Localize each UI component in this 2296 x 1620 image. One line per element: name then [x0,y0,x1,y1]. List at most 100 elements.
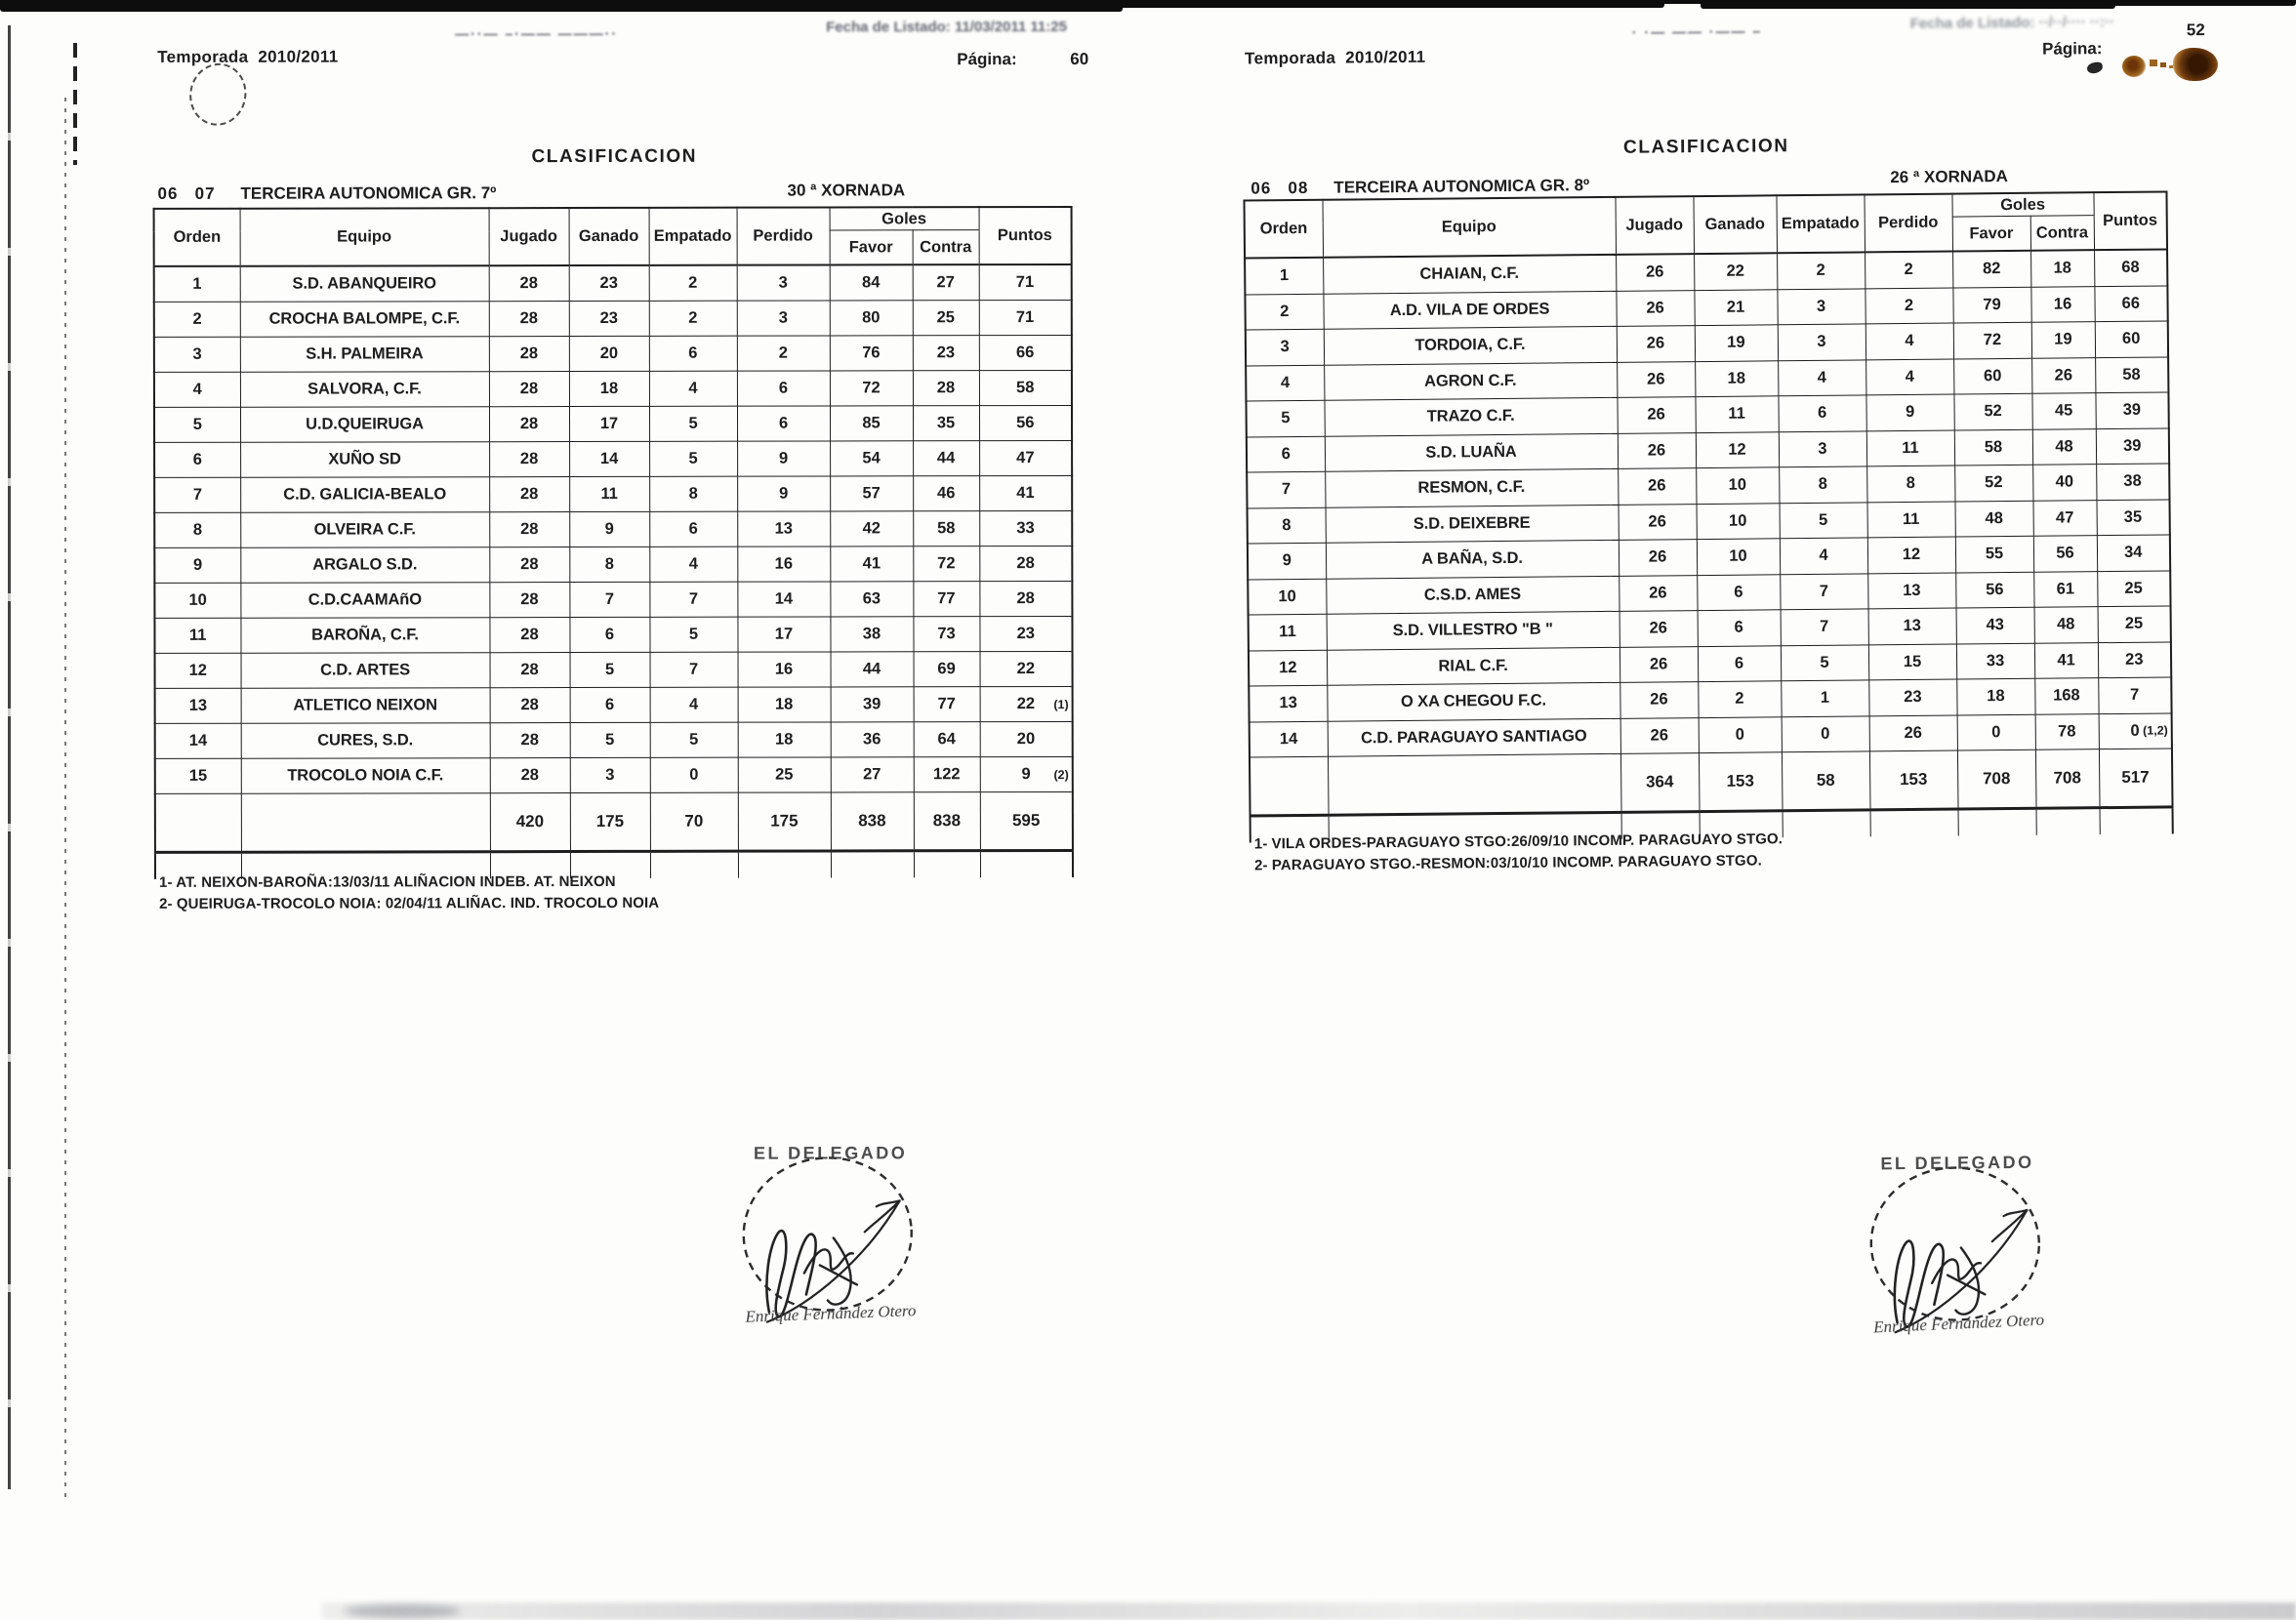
fecha-listado-smudge: Fecha de Listado: ··/··/···· ··:·· [1909,13,2115,32]
cell-contra: 16 [2030,286,2095,323]
cell-equipo: O XA CHEGOU F.C. [1327,682,1620,721]
total-contra: 708 [2034,749,2100,809]
cell-favor: 79 [1952,286,2031,324]
total-empatado: 58 [1781,750,1870,811]
cell-perdido: 11 [1866,429,1955,466]
stamp-signature [742,1156,913,1323]
header-favor: Favor [1951,216,2031,252]
cell-equipo: RIAL C.F. [1326,646,1620,686]
cell-orden [1249,756,1329,817]
cell-jugado: 26 [1620,717,1699,754]
cell-orden: 2 [1245,293,1324,331]
cell-jugado: 26 [1616,254,1695,291]
cell-ganado: 10 [1696,466,1780,505]
cell-orden: 5 [1246,400,1325,437]
cell-contra: 168 [2034,677,2099,714]
cell-perdido: 4 [1865,323,1954,360]
cell-puntos: 25 [2097,570,2171,607]
cell-puntos: 68 [2094,249,2168,287]
header-contra: Contra [2030,215,2095,251]
temporada-line: Temporada 2010/2011 [1245,48,1425,69]
cell-jugado: 26 [1618,504,1697,541]
cell-contra: 18 [2030,250,2095,287]
cell-favor: 82 [1952,250,2031,288]
cell-perdido: 23 [1868,679,1957,716]
cell-orden: 1 [1245,257,1324,295]
header-jugado: Jugado [1615,196,1695,255]
cell-orden: 6 [1246,435,1326,473]
cell-puntos: 7 [2098,676,2172,714]
scan-smudge [344,1604,461,1618]
cell-perdido: 2 [1865,251,1953,289]
cell-puntos: 35 [2096,499,2170,536]
cell-favor: 72 [1952,322,2032,359]
header-ganado: Ganado [1693,195,1778,255]
cell-puntos: 39 [2095,427,2170,465]
cell-favor: 0 [1956,713,2035,751]
cell-puntos: 0 (1,2) [2098,712,2172,749]
cell-orden: 11 [1248,614,1327,651]
cell-favor: 56 [1955,571,2034,609]
cell-contra: 78 [2034,713,2099,750]
cell-empatado: 5 [1780,644,1869,681]
cell-equipo: AGRON C.F. [1324,361,1618,401]
cell-contra: 56 [2032,535,2098,572]
standings-table-right: Orden Equipo Jugado Ganado Empatado Perd… [1243,190,2174,843]
cell-puntos: 38 [2096,463,2170,501]
cell-puntos: 34 [2096,534,2171,572]
delegate-stamp: EL DELEGADO Enrique Fernández Otero [1840,1152,2076,1336]
cell-jugado: 26 [1620,681,1699,718]
league-codes: 06 08 [1250,178,1309,198]
footnotes: 1- VILA ORDES-PARAGUAYO STGO:26/09/10 IN… [1253,830,1784,874]
scan-edge-top [1701,0,2115,9]
cell-empatado: 4 [1779,537,1868,575]
cell-empatado: 3 [1777,323,1866,361]
cell-jugado: 26 [1619,610,1698,647]
binding-dash-mark [73,43,77,165]
cell-ganado: 22 [1694,253,1778,291]
coffee-stain [2122,56,2146,77]
cell-perdido: 12 [1866,537,1956,574]
redacted-marks: · ·— —— ·—— – [1631,22,1763,40]
pagina-value: 52 [2186,20,2205,40]
cell-contra: 61 [2033,571,2098,608]
league-line: 06 08 TERCEIRA AUTONOMICA GR. 8º [1250,176,1589,198]
temporada-label: Temporada [1245,48,1336,68]
binding-perforation-marks [64,98,66,1503]
cell-empatado: 0 [1781,715,1869,752]
cell-equipo: RESMON, C.F. [1325,468,1619,507]
cell-perdido: 13 [1867,608,1956,645]
cell-favor: 43 [1955,607,2034,644]
total-perdido: 153 [1868,750,1958,810]
cell-jugado: 26 [1617,432,1697,469]
cell-empatado: 8 [1779,466,1867,504]
cell-jugado: 26 [1616,290,1695,327]
cell-jugado: 26 [1618,467,1697,505]
cell-favor: 18 [1956,678,2035,715]
cell-equipo: TORDOIA, C.F. [1323,326,1618,365]
header-orden: Orden [1244,199,1324,259]
cell-equipo: S.D. VILLESTRO "B " [1326,611,1620,650]
cell-empatado: 7 [1780,608,1868,646]
header-perdido: Perdido [1864,193,1953,253]
total-ganado: 153 [1698,751,1783,812]
stamp-signature [1869,1166,2040,1334]
cell-contra: 19 [2030,321,2096,358]
cell-perdido: 2 [1865,287,1953,324]
total-puntos: 517 [2098,748,2173,808]
jornada-label: 26 ª XORNADA [1890,167,2008,187]
cell-empatado: 6 [1778,394,1866,432]
temporada-value: 2010/2011 [1345,47,1426,67]
cell-ganado: 6 [1697,574,1781,611]
footnote-ref: (1,2) [2143,723,2168,738]
coffee-stain [2173,48,2218,81]
delegate-stamp: EL DELEGADO Enrique Fernández Otero [714,1143,948,1326]
cell-ganado: 18 [1695,360,1779,397]
cell-equipo: C.S.D. AMES [1326,575,1620,615]
cell-perdido: 26 [1868,714,1957,751]
cell-empatado: 7 [1780,573,1868,610]
standings-body: 1 CHAIAN, C.F. 26 22 2 2 82 18 68 2 A.D. VILA DE O… [1245,249,2172,758]
header-puntos: Puntos [2093,191,2168,251]
